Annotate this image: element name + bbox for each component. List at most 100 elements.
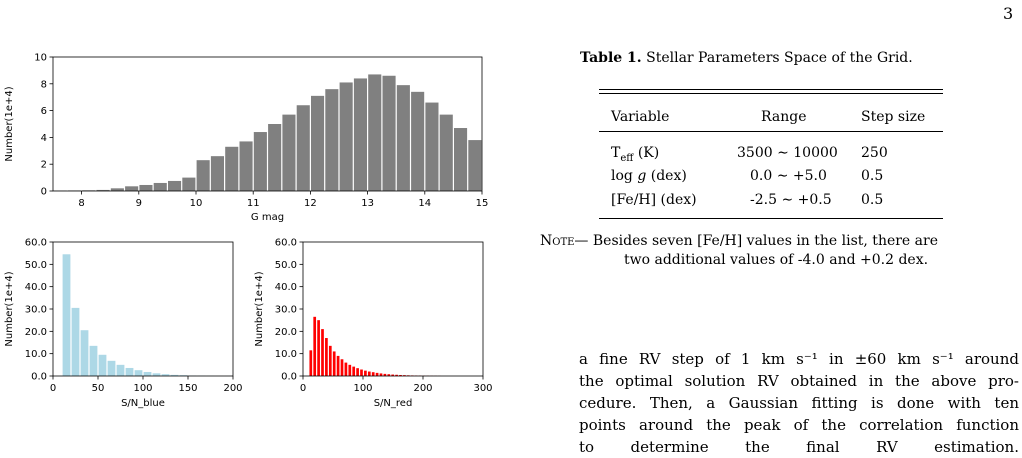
snred-bar bbox=[329, 346, 332, 376]
snblue-bar bbox=[153, 373, 161, 376]
snred-y-label: Number(1e+4) bbox=[254, 271, 265, 346]
gmag-bar bbox=[254, 132, 267, 191]
snblue-x-tick-label: 0 bbox=[50, 383, 56, 394]
snblue-y-tick-label: 30.0 bbox=[25, 305, 47, 316]
gmag-bar bbox=[454, 128, 467, 191]
snred-bar bbox=[348, 365, 351, 376]
snblue-y-label: Number(1e+4) bbox=[4, 271, 15, 346]
gmag-bar bbox=[311, 96, 324, 191]
snred-bar bbox=[376, 373, 379, 376]
snred-bar bbox=[309, 350, 312, 376]
note-line-1: — Besides seven [Fe/H] values in the lis… bbox=[574, 233, 938, 249]
gmag-bar bbox=[297, 105, 310, 191]
snblue-x-label: S/N_blue bbox=[121, 398, 165, 409]
gmag-bar bbox=[282, 115, 295, 191]
body-line-4: points around the peak of the correlatio… bbox=[579, 414, 1019, 436]
logg-unit: (dex) bbox=[646, 168, 687, 184]
gmag-bar bbox=[154, 183, 167, 191]
snred-x-tick-label: 0 bbox=[300, 383, 306, 394]
gmag-bar bbox=[182, 178, 195, 191]
snred-y-tick-label: 50.0 bbox=[275, 260, 297, 271]
teff-symbol: T bbox=[611, 145, 620, 161]
gmag-bar bbox=[125, 186, 138, 191]
snred-bar bbox=[352, 367, 355, 376]
note-label: Note bbox=[540, 233, 574, 249]
snblue-bar bbox=[63, 254, 71, 376]
gmag-y-tick-label: 2 bbox=[41, 160, 47, 171]
table-caption: Table 1. Stellar Parameters Space of the… bbox=[580, 50, 913, 66]
snred-bar bbox=[368, 372, 371, 376]
gmag-x-tick-label: 10 bbox=[190, 198, 203, 209]
snred-x-tick-label: 300 bbox=[473, 383, 492, 394]
snred-bar bbox=[337, 356, 340, 376]
gmag-y-tick-label: 0 bbox=[41, 187, 47, 198]
page-number: 3 bbox=[1003, 4, 1013, 23]
snblue-y-tick-label: 0.0 bbox=[31, 372, 47, 383]
gmag-bar bbox=[197, 160, 210, 191]
gmag-y-tick-label: 4 bbox=[41, 133, 47, 144]
table-row-teff-range: 3500 ∼ 10000 bbox=[737, 145, 838, 161]
snblue-y-tick-label: 10.0 bbox=[25, 349, 47, 360]
gmag-y-tick-label: 6 bbox=[41, 106, 47, 117]
gmag-x-tick-label: 12 bbox=[304, 198, 317, 209]
snred-bar bbox=[317, 320, 320, 376]
gmag-bar bbox=[440, 115, 453, 191]
snred-x-label: S/N_red bbox=[374, 398, 413, 409]
snred-bar bbox=[341, 359, 344, 376]
table-header-variable: Variable bbox=[611, 109, 669, 125]
gmag-bar bbox=[211, 156, 224, 191]
gmag-x-tick-label: 11 bbox=[247, 198, 260, 209]
snblue-y-tick-label: 40.0 bbox=[25, 282, 47, 293]
table-row-teff-step: 250 bbox=[861, 145, 888, 161]
table-top-rule-2 bbox=[599, 93, 943, 94]
snred-bar bbox=[321, 329, 324, 376]
snred-y-tick-label: 60.0 bbox=[275, 238, 297, 249]
gmag-bar bbox=[111, 188, 124, 191]
table-row-feh-step: 0.5 bbox=[861, 192, 883, 208]
gmag-bar bbox=[240, 141, 253, 191]
snblue-bar bbox=[135, 370, 143, 376]
snblue-x-tick-label: 100 bbox=[133, 383, 152, 394]
snred-bar bbox=[345, 363, 348, 376]
table-bottom-rule bbox=[599, 218, 943, 219]
table-note: Note— Besides seven [Fe/H] values in the… bbox=[540, 232, 980, 270]
gmag-bar bbox=[411, 92, 424, 191]
gmag-x-tick-label: 15 bbox=[476, 198, 489, 209]
snred-y-tick-label: 30.0 bbox=[275, 305, 297, 316]
snred-y-tick-label: 0.0 bbox=[281, 372, 297, 383]
snblue-axes-frame bbox=[53, 242, 233, 376]
snblue-y-tick-label: 60.0 bbox=[25, 238, 47, 249]
gmag-bar bbox=[425, 103, 438, 191]
snred-bar bbox=[313, 317, 316, 376]
snblue-y-tick-label: 20.0 bbox=[25, 327, 47, 338]
snblue-x-tick-label: 150 bbox=[178, 383, 197, 394]
gmag-bar bbox=[225, 147, 238, 191]
snred-y-tick-label: 10.0 bbox=[275, 349, 297, 360]
gmag-x-tick-label: 8 bbox=[78, 198, 84, 209]
gmag-bar bbox=[268, 124, 281, 191]
snblue-y-tick-label: 50.0 bbox=[25, 260, 47, 271]
snred-bar bbox=[325, 338, 328, 376]
snred-bar bbox=[356, 368, 359, 376]
snblue-bar bbox=[99, 355, 107, 376]
gmag-bar bbox=[354, 78, 367, 191]
gmag-y-tick-label: 10 bbox=[34, 53, 47, 64]
table-header-rule bbox=[599, 131, 943, 132]
snblue-bar bbox=[144, 372, 152, 376]
table-row-feh-variable: [Fe/H] (dex) bbox=[611, 192, 697, 208]
gmag-bar bbox=[368, 74, 381, 191]
body-line-3: cedure. Then, a Gaussian fitting is done… bbox=[579, 392, 1019, 414]
snred-bar bbox=[364, 371, 367, 376]
table-header-range: Range bbox=[761, 109, 806, 125]
note-line-2: two additional values of -4.0 and +0.2 d… bbox=[540, 251, 980, 270]
snblue-bar bbox=[117, 365, 125, 376]
snred-bar bbox=[360, 370, 363, 376]
gmag-x-tick-label: 14 bbox=[418, 198, 431, 209]
gmag-x-tick-label: 9 bbox=[136, 198, 142, 209]
snred-bar bbox=[372, 372, 375, 376]
body-line-1: a fine RV step of 1 km s⁻¹ in ±60 km s⁻¹… bbox=[579, 348, 1019, 370]
table-row-feh-range: -2.5 ∼ +0.5 bbox=[750, 192, 832, 208]
table-label: Table 1. bbox=[580, 50, 642, 66]
logg-log: log bbox=[611, 168, 637, 184]
